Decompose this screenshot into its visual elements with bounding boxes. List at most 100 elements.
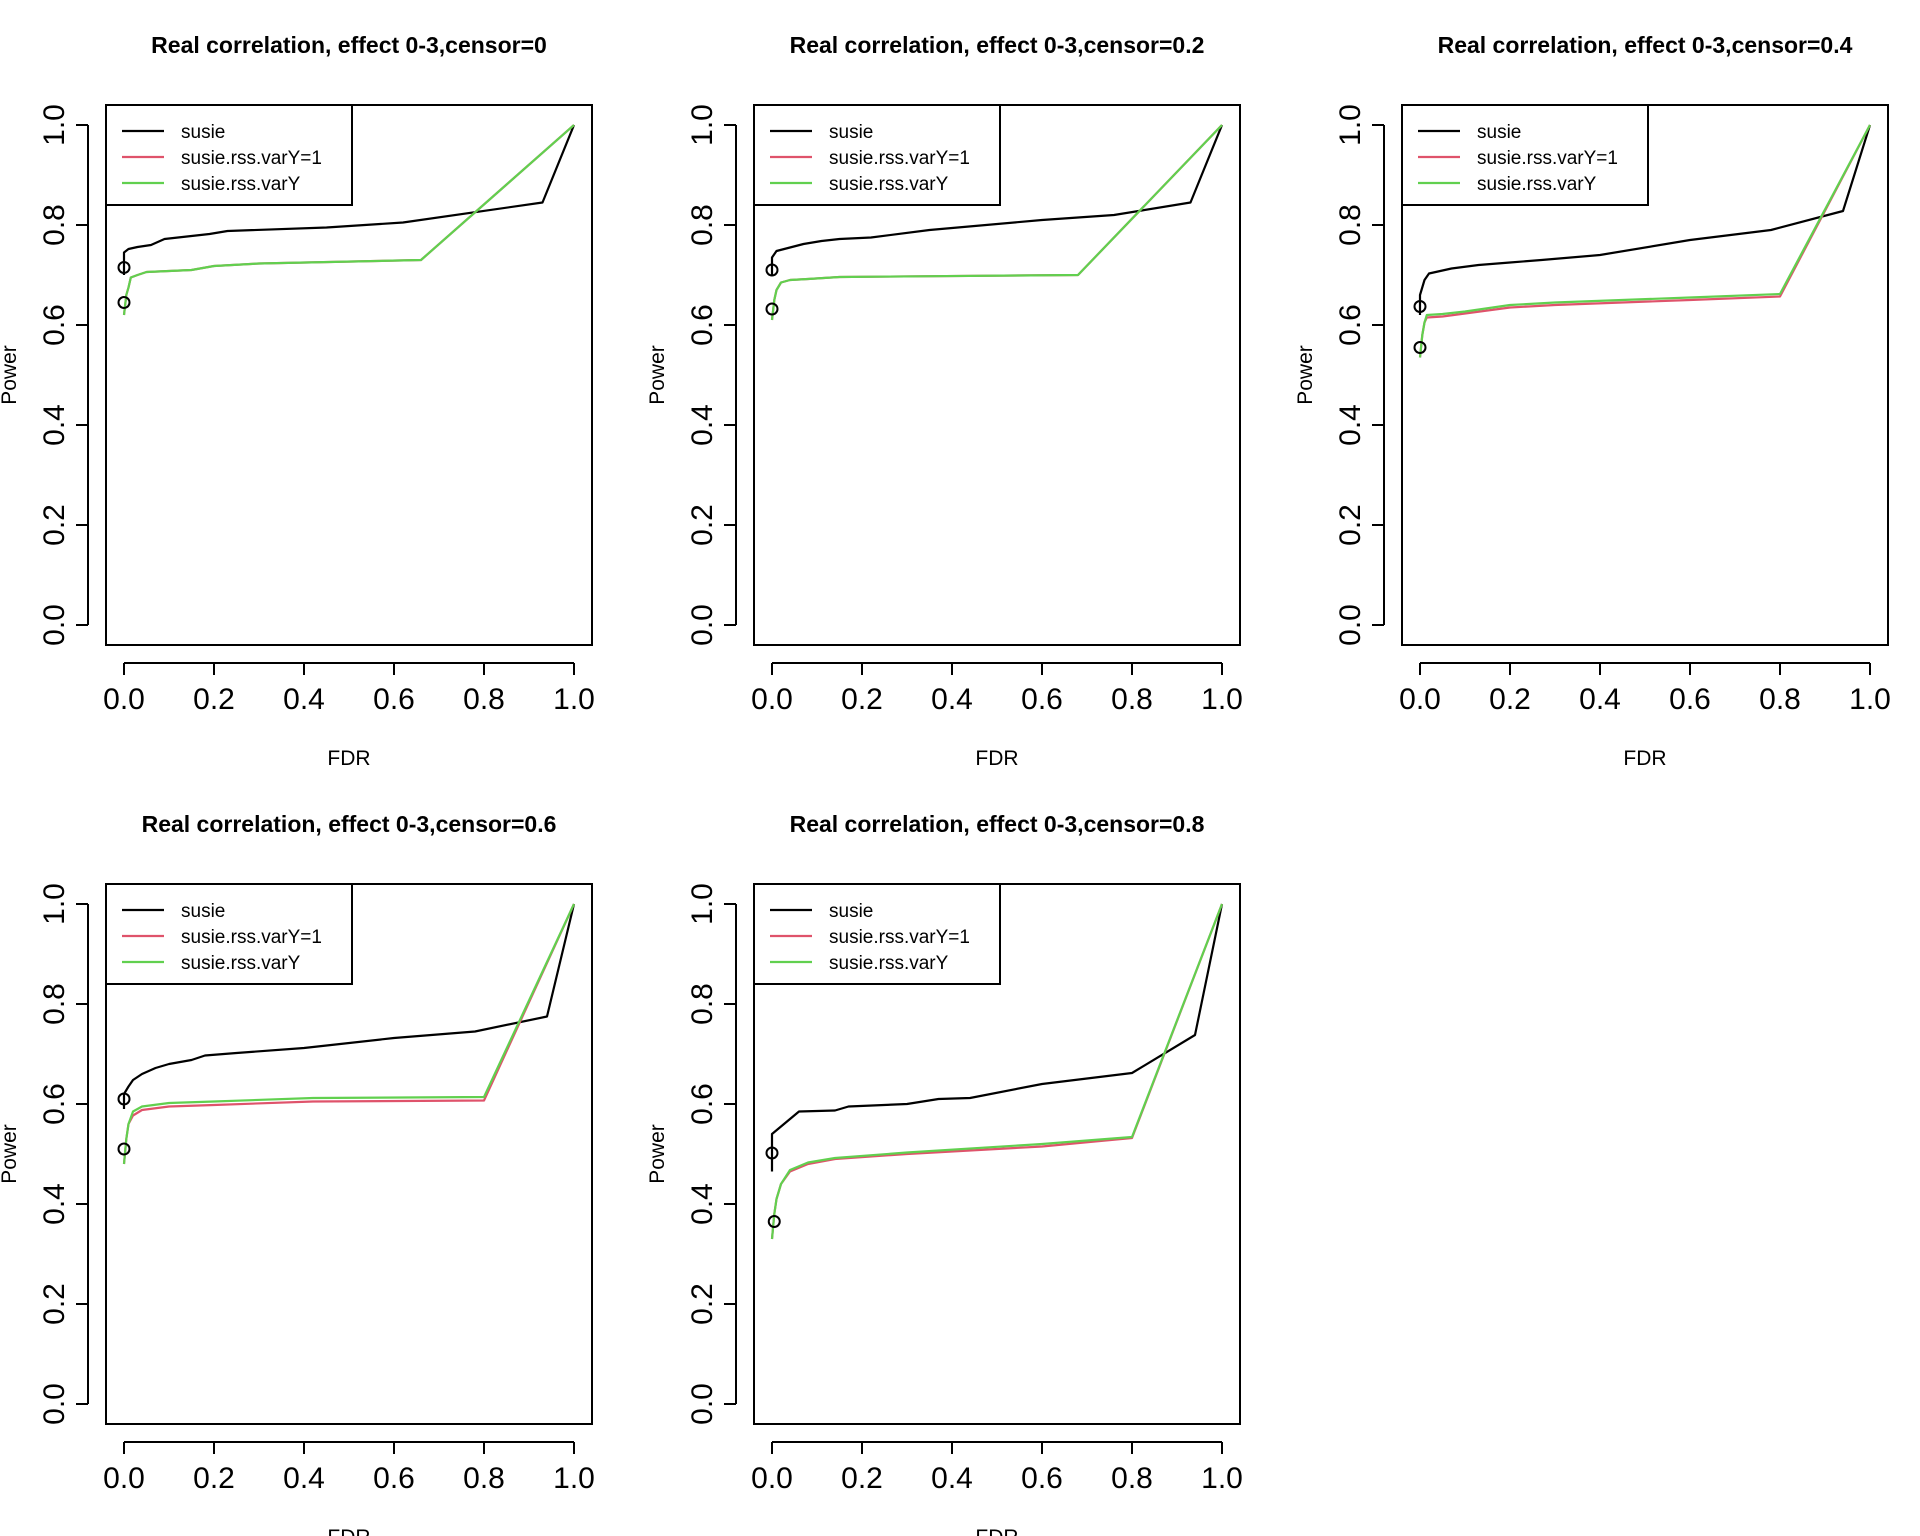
legend-label: susie.rss.varY [829, 174, 949, 195]
legend-label: susie [181, 122, 225, 143]
series-line-3 [770, 903, 1224, 1240]
y-tick-label: 0.8 [38, 204, 71, 246]
y-tick-label: 1.0 [38, 883, 71, 925]
x-tick-label: 0.8 [1111, 683, 1153, 716]
y-axis-title: Power [646, 1124, 669, 1184]
y-tick-label: 0.2 [686, 1283, 719, 1325]
y-axis-title: Power [0, 1124, 21, 1184]
series-marker-1 [117, 1092, 131, 1106]
x-tick-label: 0.2 [1489, 683, 1531, 716]
series-marker-2 [1413, 341, 1427, 354]
x-tick-label: 0.0 [751, 683, 793, 716]
legend-label: susie.rss.varY [181, 953, 301, 974]
legend-box [105, 883, 353, 985]
x-axis-title: FDR [1623, 747, 1666, 770]
y-axis-title: Power [646, 345, 669, 405]
legend-label: susie.rss.varY=1 [181, 148, 322, 169]
y-tick-label: 0.4 [38, 1183, 71, 1225]
x-tick-label: 0.4 [283, 1462, 325, 1495]
series-marker-2 [117, 296, 131, 309]
panel-title: Real correlation, effect 0-3,censor=0.8 [790, 811, 1205, 837]
x-tick-label: 0.4 [931, 1462, 973, 1495]
x-tick-label: 1.0 [1201, 1462, 1243, 1495]
series-line-1 [1418, 124, 1872, 315]
y-tick-label: 0.0 [686, 604, 719, 646]
x-tick-label: 0.0 [103, 1462, 145, 1495]
y-tick-label: 0.0 [1334, 604, 1367, 646]
legend-box [753, 104, 1001, 206]
x-tick-label: 0.2 [841, 1462, 883, 1495]
panel-title: Real correlation, effect 0-3,censor=0.2 [790, 32, 1205, 58]
series-line-1 [770, 124, 1224, 275]
x-tick-label: 0.6 [1669, 683, 1711, 716]
legend-label: susie.rss.varY=1 [181, 927, 322, 948]
x-tick-label: 0.4 [931, 683, 973, 716]
x-tick-label: 0.2 [193, 1462, 235, 1495]
x-tick-label: 0.6 [1021, 1462, 1063, 1495]
x-tick-label: 0.0 [1399, 683, 1441, 716]
y-tick-label: 0.2 [1334, 504, 1367, 546]
x-tick-label: 0.8 [463, 1462, 505, 1495]
y-tick-label: 0.2 [686, 504, 719, 546]
y-axis-title: Power [0, 345, 21, 405]
panel-5: Real correlation, effect 0-3,censor=0.8 0… [646, 811, 1243, 1536]
panel-4: Real correlation, effect 0-3,censor=0.6 0… [0, 811, 595, 1536]
legend-label: susie [829, 901, 873, 922]
panel-1: Real correlation, effect 0-3,censor=0 0.0… [0, 32, 595, 770]
y-tick-label: 0.6 [38, 1083, 71, 1125]
x-tick-label: 1.0 [553, 683, 595, 716]
y-tick-label: 0.6 [686, 304, 719, 346]
x-axis-title: FDR [975, 1526, 1018, 1536]
series-line-1 [122, 903, 576, 1109]
y-tick-label: 0.2 [38, 1283, 71, 1325]
y-tick-label: 1.0 [686, 104, 719, 146]
series-marker-1 [765, 263, 779, 277]
series-marker-1 [117, 261, 131, 274]
legend-box [105, 104, 353, 206]
series-line-1 [770, 903, 1224, 1172]
y-axis-title: Power [1294, 345, 1317, 405]
legend-label: susie.rss.varY [181, 174, 301, 195]
x-tick-label: 1.0 [1849, 683, 1891, 716]
series-line-1 [122, 124, 576, 275]
y-tick-label: 0.6 [38, 304, 71, 346]
series-marker-2 [765, 302, 779, 316]
x-tick-label: 0.4 [1579, 683, 1621, 716]
x-tick-label: 1.0 [553, 1462, 595, 1495]
x-tick-label: 0.8 [1759, 683, 1801, 716]
y-tick-label: 0.4 [38, 404, 71, 446]
x-axis-title: FDR [327, 1526, 370, 1536]
y-tick-label: 0.8 [686, 983, 719, 1025]
y-tick-label: 0.0 [686, 1383, 719, 1425]
y-tick-label: 1.0 [1334, 104, 1367, 146]
x-tick-label: 0.8 [463, 683, 505, 716]
x-tick-label: 0.0 [751, 1462, 793, 1495]
y-tick-label: 0.8 [38, 983, 71, 1025]
panel-title: Real correlation, effect 0-3,censor=0 [151, 32, 547, 58]
legend-label: susie [1477, 122, 1521, 143]
legend-label: susie.rss.varY=1 [1477, 148, 1618, 169]
x-axis-title: FDR [975, 747, 1018, 770]
series-marker-1 [1413, 300, 1427, 313]
y-tick-label: 0.0 [38, 1383, 71, 1425]
y-tick-label: 0.4 [686, 404, 719, 446]
y-tick-label: 0.4 [1334, 404, 1367, 446]
series-marker-2 [117, 1142, 131, 1156]
x-tick-label: 0.2 [841, 683, 883, 716]
x-tick-label: 0.6 [373, 683, 415, 716]
x-tick-label: 0.4 [283, 683, 325, 716]
legend-label: susie.rss.varY=1 [829, 148, 970, 169]
legend-box [1401, 104, 1649, 206]
x-tick-label: 0.0 [103, 683, 145, 716]
y-tick-label: 0.8 [686, 204, 719, 246]
panel-title: Real correlation, effect 0-3,censor=0.4 [1438, 32, 1853, 58]
series-marker-2 [767, 1215, 781, 1228]
series-line-3 [770, 124, 1223, 321]
y-tick-label: 0.8 [1334, 204, 1367, 246]
x-tick-label: 0.6 [373, 1462, 415, 1495]
y-tick-label: 1.0 [38, 104, 71, 146]
series-line-3 [122, 124, 575, 316]
legend-label: susie [181, 901, 225, 922]
y-tick-label: 0.6 [686, 1083, 719, 1125]
